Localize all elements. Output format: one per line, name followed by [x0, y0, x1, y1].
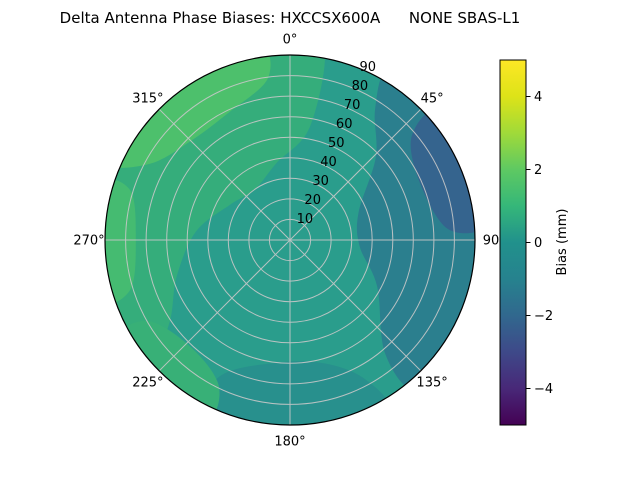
azimuth-tick-label: 135°: [416, 376, 447, 391]
grid-spoke: [289, 239, 422, 372]
azimuth-tick-labels: 0° 45° 90 135° 180° 225° 270° 315°: [73, 33, 499, 450]
radial-tick-label: 50: [328, 136, 345, 151]
radial-tick-label: 90: [360, 60, 377, 75]
azimuth-tick-label: 225°: [132, 376, 163, 391]
azimuth-tick-label: 180°: [274, 435, 305, 450]
radial-tick-label: 40: [320, 155, 337, 170]
colorbar-tick-label: 4: [534, 90, 542, 105]
colorbar-gradient: [499, 59, 527, 426]
chart-title: Delta Antenna Phase Biases: HXCCSX600A N…: [59, 9, 521, 27]
colorbar-tick-label: −4: [534, 382, 553, 397]
colorbar: −4 −2 0 2 4 Bias (mm): [499, 59, 570, 426]
contour-region-east-rim-blue: [410, 109, 475, 234]
grid-spoke: [289, 108, 422, 241]
radial-tick-label: 20: [304, 193, 321, 208]
radial-tick-label: 60: [336, 117, 353, 132]
colorbar-axis-label: Bias (mm): [555, 209, 570, 276]
azimuth-tick-label: 315°: [132, 91, 163, 106]
contour-region-upper-left-bright: [110, 55, 271, 168]
colorbar-tick-label: 2: [534, 163, 542, 178]
azimuth-tick-label: 45°: [421, 91, 444, 106]
azimuth-tick-label: 90: [483, 234, 500, 249]
polar-grid: [105, 55, 475, 425]
contour-region-southwest-rim-green: [120, 320, 220, 418]
plot-outline: [104, 54, 476, 426]
radial-tick-labels: 10 20 30 40 50 60 70 80 90: [297, 60, 376, 227]
azimuth-tick-label: 0°: [283, 33, 298, 48]
radial-tick-label: 30: [312, 174, 329, 189]
colorbar-tick-label: −2: [534, 309, 553, 324]
contour-region-south-slightly-negative: [199, 361, 389, 425]
grid-spoke: [158, 108, 291, 241]
contour-region-west-rim-green: [105, 179, 136, 304]
radial-tick-label: 80: [352, 79, 369, 94]
azimuth-tick-label: 270°: [73, 234, 104, 249]
radial-tick-label: 70: [344, 98, 361, 113]
radial-tick-label: 10: [297, 212, 314, 227]
grid-spoke: [158, 239, 291, 372]
colorbar-tick-label: 0: [534, 236, 542, 251]
